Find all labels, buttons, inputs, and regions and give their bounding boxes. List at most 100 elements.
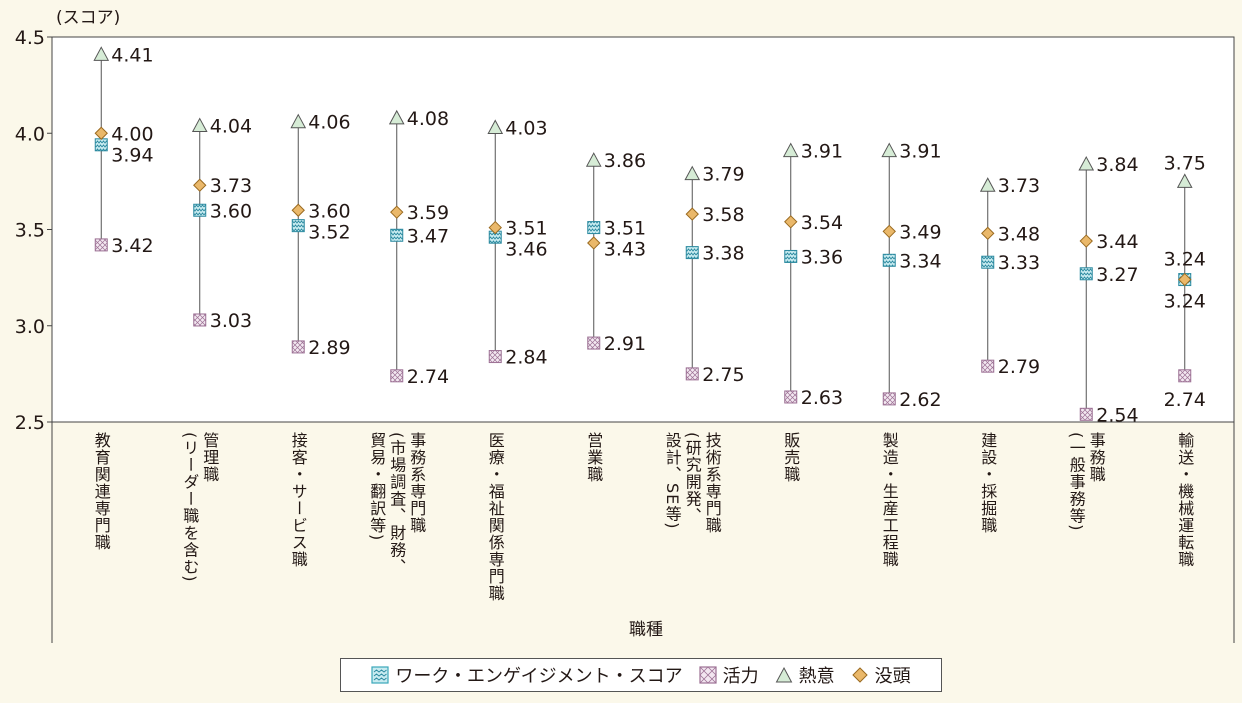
wave-square-icon [371, 666, 389, 684]
engagement-point [291, 219, 305, 233]
absorption-point [981, 226, 995, 241]
category-label: (リーダー職を含む) [180, 432, 199, 582]
cross-square-icon [699, 666, 717, 684]
absorption-point [882, 224, 896, 239]
vigor-point [784, 390, 798, 404]
dedication-point [388, 109, 405, 125]
dedication-point [881, 142, 898, 158]
dedication-point [585, 152, 602, 167]
data-label: 3.94 [111, 144, 153, 166]
absorption-point [94, 126, 108, 140]
legend-item-engagement: ワーク・エンゲイジメント・スコア [371, 662, 683, 688]
legend-item-absorption: 没頭 [851, 662, 911, 688]
legend-label-absorption: 没頭 [874, 666, 911, 687]
dedication-point [93, 46, 110, 61]
absorption-point [784, 215, 798, 229]
data-label: 4.00 [111, 123, 153, 145]
data-label: 2.84 [505, 347, 547, 369]
data-label: 3.46 [505, 239, 547, 261]
data-label: 3.36 [801, 246, 843, 268]
category-label: 貿易・翻訳等) [367, 432, 386, 541]
data-label: 3.44 [1096, 231, 1138, 253]
legend-label-engagement: ワーク・エンゲイジメント・スコア [395, 666, 683, 687]
absorption-point [488, 220, 502, 235]
dedication-point [782, 142, 799, 158]
category-label: 事務職 [1087, 432, 1106, 483]
y-tick-label: 4.0 [15, 123, 45, 145]
category-label: 輸送・機械運転職 [1175, 432, 1194, 568]
engagement-point [981, 255, 995, 269]
data-label: 3.91 [801, 141, 843, 163]
legend-item-vigor: 活力 [699, 662, 759, 688]
data-label: 3.73 [210, 175, 252, 197]
data-label: 3.49 [899, 221, 941, 243]
legend: ワーク・エンゲイジメント・スコア 活力 熱意 没頭 [340, 658, 942, 692]
data-label: 3.52 [308, 221, 350, 243]
diamond-icon [851, 667, 868, 683]
data-label: 2.79 [998, 356, 1040, 378]
category-label: 設計、SE等) [663, 432, 682, 530]
data-label: 3.48 [998, 223, 1040, 245]
data-label: 3.24 [1164, 291, 1206, 313]
data-label: 3.38 [702, 243, 744, 265]
category-label: 建設・採掘職 [978, 432, 997, 534]
legend-item-dedication: 熱意 [775, 662, 835, 688]
dedication-point [290, 113, 307, 129]
dedication-point [191, 117, 208, 133]
engagement-point [390, 228, 404, 242]
absorption-point [587, 236, 601, 250]
data-label: 2.62 [899, 389, 941, 411]
y-axis-unit-label: (スコア) [56, 8, 120, 28]
data-label: 3.73 [998, 175, 1040, 197]
y-tick-label: 2.5 [15, 412, 45, 434]
data-label: 3.51 [604, 218, 646, 240]
data-label: 3.51 [505, 218, 547, 240]
category-label: 教育関連専門職 [92, 432, 111, 551]
x-axis-title: 職種 [629, 620, 663, 640]
data-label: 3.86 [604, 150, 646, 172]
category-label: 管理職 [200, 432, 219, 483]
data-label: 2.89 [308, 337, 350, 359]
category-label: 営業職 [584, 432, 603, 483]
data-label: 2.54 [1096, 404, 1138, 426]
data-label: 2.74 [1164, 389, 1206, 411]
vigor-point [94, 238, 108, 252]
engagement-point [193, 203, 207, 217]
y-tick-label: 3.5 [15, 220, 45, 242]
vigor-point [488, 350, 502, 364]
engagement-point [1079, 267, 1093, 281]
data-label: 3.60 [308, 200, 350, 222]
data-label: 3.75 [1164, 152, 1206, 174]
data-label: 4.41 [111, 44, 153, 66]
data-label: 3.58 [702, 204, 744, 226]
vigor-point [685, 367, 699, 381]
data-label: 3.34 [899, 250, 941, 272]
vigor-point [291, 340, 305, 354]
legend-label-dedication: 熱意 [798, 666, 835, 687]
legend-label-vigor: 活力 [722, 666, 759, 687]
data-label: 2.75 [702, 364, 744, 386]
category-label: 技術系専門職 [703, 432, 722, 534]
vigor-point [1079, 407, 1093, 421]
category-label: 製造・生産工程職 [880, 432, 899, 568]
vigor-point [1178, 369, 1192, 383]
data-label: 3.03 [210, 310, 252, 332]
data-label: 2.63 [801, 387, 843, 409]
category-label: 接客・サービス職 [289, 432, 308, 568]
absorption-point [291, 203, 305, 217]
absorption-point [685, 207, 699, 221]
data-label: 3.47 [407, 225, 449, 247]
vigor-point [193, 313, 207, 327]
data-label: 4.08 [407, 108, 449, 130]
dedication-point [684, 165, 701, 181]
category-label: 販売職 [781, 432, 800, 483]
absorption-point [1178, 272, 1192, 287]
category-label: (一般事務等) [1067, 432, 1086, 531]
absorption-point [193, 178, 207, 192]
dedication-point [487, 119, 504, 134]
data-label: 3.79 [702, 164, 744, 186]
category-label: 事務系専門職 [407, 432, 426, 534]
data-label: 3.24 [1164, 249, 1206, 271]
data-label: 4.06 [308, 112, 350, 134]
absorption-point [1079, 234, 1093, 248]
